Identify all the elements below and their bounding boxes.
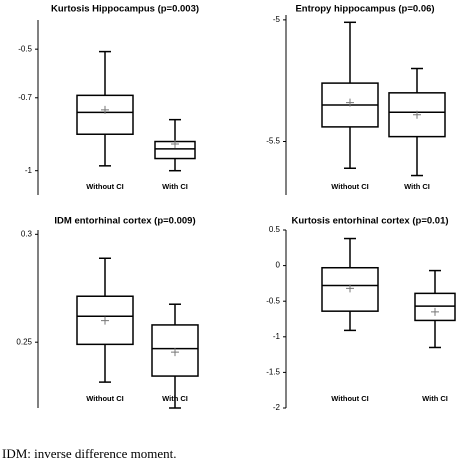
panel-title: Kurtosis Hippocampus (p=0.003) (51, 4, 199, 15)
x-tick-label: With CI (404, 182, 430, 191)
mean-marker (431, 307, 439, 316)
mean-marker (413, 110, 421, 119)
panel-title: Entropy hippocampus (p=0.06) (295, 4, 434, 15)
box (76, 295, 134, 346)
mean-marker (346, 284, 354, 293)
x-tick-label: Without CI (86, 394, 123, 403)
mean-marker (101, 316, 109, 325)
y-tick-label: 0.25 (16, 337, 32, 346)
box (388, 92, 446, 138)
y-tick-label: -5.5 (266, 137, 280, 146)
x-tick-label: With CI (422, 394, 448, 403)
box (151, 324, 199, 377)
caption: IDM: inverse difference moment. (2, 446, 176, 461)
box (321, 266, 379, 312)
y-tick-label: -2 (273, 403, 281, 412)
y-tick-label: -1 (25, 166, 33, 175)
y-tick-label: -0.5 (18, 44, 32, 53)
mean-marker (171, 139, 179, 148)
mean-marker (171, 348, 179, 357)
y-tick-label: -1 (273, 332, 281, 341)
mean-marker (101, 105, 109, 114)
y-tick-label: -0.7 (18, 93, 32, 102)
box (76, 94, 134, 135)
y-tick-label: 0 (276, 261, 281, 270)
x-tick-label: Without CI (331, 182, 368, 191)
x-tick-label: Without CI (86, 182, 123, 191)
y-tick-label: -0.5 (266, 296, 280, 305)
y-tick-label: 0.3 (21, 229, 33, 238)
y-tick-label: 0.5 (269, 225, 281, 234)
mean-marker (346, 98, 354, 107)
x-tick-label: With CI (162, 182, 188, 191)
y-tick-label: -5 (273, 15, 281, 24)
panel-title: Kurtosis entorhinal cortex (p=0.01) (291, 216, 448, 227)
panel-title: IDM entorhinal cortex (p=0.009) (54, 216, 195, 227)
x-tick-label: Without CI (331, 394, 368, 403)
y-tick-label: -1.5 (266, 368, 280, 377)
